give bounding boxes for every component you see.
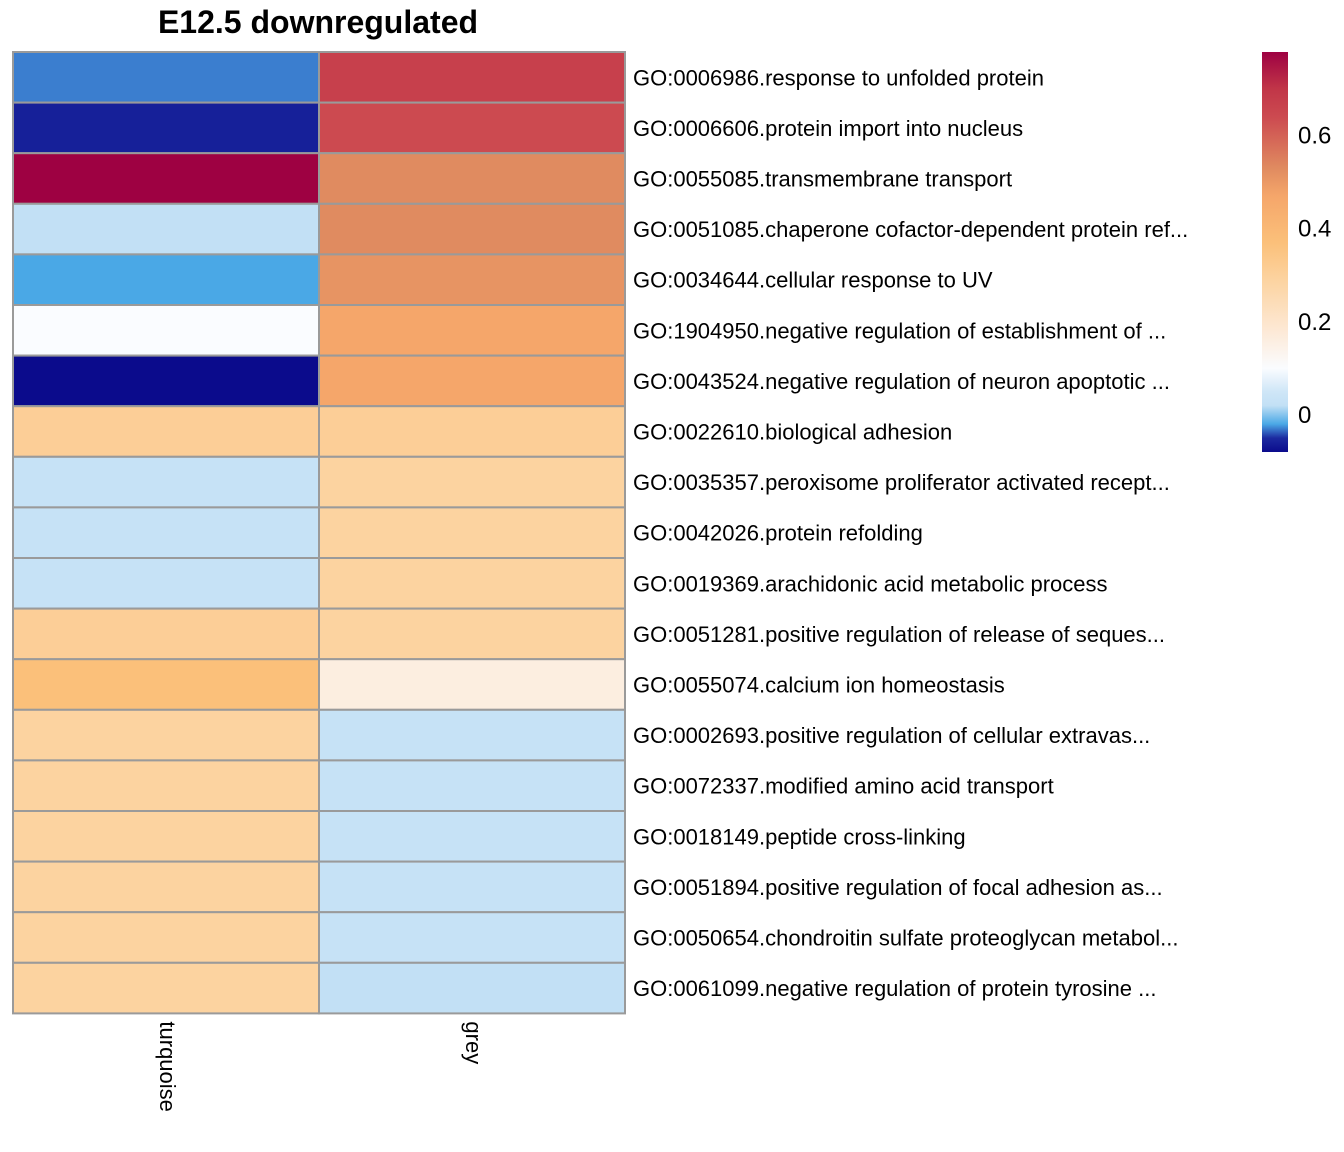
heatmap-cell-turquoise-9: [12, 506, 320, 559]
row-label: GO:0018149.peptide cross-linking: [633, 824, 966, 849]
row-label: GO:0055085.transmembrane transport: [633, 167, 1012, 192]
heatmap-cell-grey-0: [318, 51, 626, 104]
heatmap-cell-turquoise-18: [12, 961, 320, 1015]
heatmap-cell-grey-11: [318, 607, 626, 661]
row-label: GO:0035357.peroxisome proliferator activ…: [633, 470, 1170, 495]
heatmap-cell-grey-3: [318, 202, 626, 256]
heatmap-cell-grey-7: [318, 405, 626, 458]
row-label: GO:0051281.positive regulation of releas…: [633, 622, 1165, 647]
column-labels: turquoise grey: [155, 1021, 486, 1112]
heatmap-cell-turquoise-10: [12, 557, 320, 610]
heatmap-cell-grey-12: [318, 658, 626, 711]
heatmap-cell-grey-2: [318, 152, 626, 205]
heatmap-cell-turquoise-0: [12, 51, 320, 104]
heatmap-cell-turquoise-15: [12, 810, 320, 863]
column-label-grey: grey: [461, 1021, 486, 1064]
legend-tick-label: 0: [1298, 402, 1311, 429]
row-label: GO:0051085.chaperone cofactor-dependent …: [633, 217, 1188, 242]
heatmap-cell-turquoise-2: [12, 152, 320, 205]
heatmap-cell-turquoise-17: [12, 911, 320, 964]
row-label: GO:0006606.protein import into nucleus: [633, 116, 1023, 141]
heatmap-cell-turquoise-16: [12, 860, 320, 914]
heatmap-cell-grey-6: [318, 354, 626, 408]
row-label: GO:0051894.positive regulation of focal …: [633, 875, 1163, 900]
row-label: GO:0034644.cellular response to UV: [633, 268, 993, 293]
heatmap-cell-turquoise-11: [12, 607, 320, 661]
heatmap-cell-grey-17: [318, 911, 626, 964]
color-legend: 0 0.2 0.4 0.6: [1262, 52, 1331, 452]
heatmap-cell-turquoise-7: [12, 405, 320, 458]
row-labels: GO:0006986.response to unfolded protein G…: [633, 65, 1188, 1001]
row-label: GO:0019369.arachidonic acid metabolic pr…: [633, 571, 1108, 596]
heatmap-cell-grey-14: [318, 759, 626, 813]
legend-tick-label: 0.6: [1298, 123, 1331, 150]
heatmap-cell-turquoise-1: [12, 101, 320, 155]
heatmap-cell-turquoise-3: [12, 202, 320, 256]
row-label: GO:0072337.modified amino acid transport: [633, 774, 1054, 799]
heatmap-cell-grey-9: [318, 506, 626, 559]
heatmap-cell-turquoise-13: [12, 708, 320, 762]
heatmap-cell-grey-13: [318, 708, 626, 762]
row-label: GO:0002693.positive regulation of cellul…: [633, 723, 1150, 748]
row-label: GO:0050654.chondroitin sulfate proteogly…: [633, 926, 1178, 951]
heatmap-cell-grey-18: [318, 961, 626, 1015]
heatmap-cell-turquoise-5: [12, 304, 320, 357]
legend-tick-label: 0.2: [1298, 309, 1331, 336]
row-label: GO:0043524.negative regulation of neuron…: [633, 369, 1170, 394]
heatmap-cell-grey-4: [318, 253, 626, 306]
row-label: GO:0061099.negative regulation of protei…: [633, 976, 1156, 1001]
heatmap-cell-turquoise-12: [12, 658, 320, 711]
heatmap-cell-turquoise-14: [12, 759, 320, 813]
heatmap-cell-turquoise-4: [12, 253, 320, 306]
column-label-turquoise: turquoise: [155, 1021, 180, 1112]
row-label: GO:1904950.negative regulation of establ…: [633, 318, 1166, 343]
chart-title: E12.5 downregulated: [158, 4, 478, 40]
heatmap-cell-grey-8: [318, 455, 626, 509]
heatmap-cell-grey-5: [318, 304, 626, 357]
legend-colorbar: [1262, 52, 1288, 452]
heatmap-cell-grey-10: [318, 557, 626, 610]
heatmap-cell-grey-15: [318, 810, 626, 863]
row-label: GO:0006986.response to unfolded protein: [633, 65, 1044, 90]
heatmap-cell-turquoise-6: [12, 354, 320, 408]
row-label: GO:0042026.protein refolding: [633, 521, 923, 546]
row-label: GO:0055074.calcium ion homeostasis: [633, 673, 1005, 698]
row-label: GO:0022610.biological adhesion: [633, 420, 952, 445]
heatmap-cell-grey-1: [318, 101, 626, 155]
heatmap-cell-grey-16: [318, 860, 626, 914]
heatmap-cell-turquoise-8: [12, 455, 320, 509]
heatmap-cells: [12, 51, 626, 1015]
legend-tick-label: 0.4: [1298, 216, 1331, 243]
